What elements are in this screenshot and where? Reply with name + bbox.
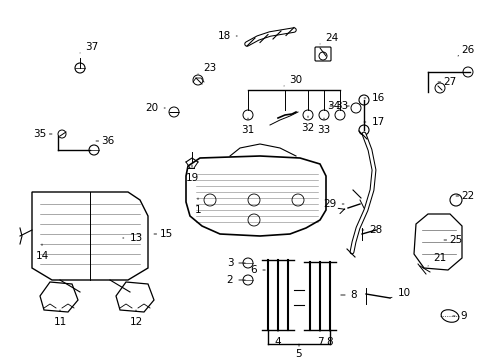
Text: 14: 14 bbox=[35, 244, 48, 261]
Text: 9: 9 bbox=[452, 311, 467, 321]
Text: 2: 2 bbox=[226, 275, 244, 285]
Text: 12: 12 bbox=[129, 310, 142, 327]
Text: 28: 28 bbox=[361, 225, 382, 235]
Text: 29: 29 bbox=[323, 199, 343, 209]
Text: 26: 26 bbox=[457, 45, 474, 56]
Text: 34: 34 bbox=[326, 101, 348, 111]
Text: 31: 31 bbox=[241, 118, 254, 135]
Text: 20: 20 bbox=[145, 103, 165, 113]
Text: 13: 13 bbox=[122, 233, 142, 243]
Text: 3: 3 bbox=[226, 258, 244, 268]
Text: 8: 8 bbox=[340, 290, 357, 300]
Text: 32: 32 bbox=[301, 116, 314, 133]
Text: 33: 33 bbox=[317, 118, 330, 135]
Text: 8: 8 bbox=[326, 330, 333, 347]
Text: 4: 4 bbox=[274, 330, 281, 347]
Text: 5: 5 bbox=[295, 344, 302, 359]
Text: 24: 24 bbox=[319, 33, 338, 44]
Text: 17: 17 bbox=[363, 117, 384, 127]
Text: 7: 7 bbox=[316, 330, 323, 347]
Text: 30: 30 bbox=[284, 75, 302, 86]
Text: 23: 23 bbox=[198, 63, 216, 74]
Text: 10: 10 bbox=[389, 288, 410, 298]
Text: 16: 16 bbox=[363, 93, 384, 103]
Text: 11: 11 bbox=[53, 310, 66, 327]
Text: 18: 18 bbox=[217, 31, 237, 41]
Text: 35: 35 bbox=[33, 129, 52, 139]
Text: 36: 36 bbox=[96, 136, 114, 146]
Text: 6: 6 bbox=[250, 265, 264, 275]
Text: 25: 25 bbox=[443, 235, 462, 245]
Text: 15: 15 bbox=[154, 229, 172, 239]
Text: 19: 19 bbox=[185, 165, 198, 183]
Text: 27: 27 bbox=[437, 77, 456, 87]
Text: 1: 1 bbox=[194, 198, 201, 215]
Text: 37: 37 bbox=[80, 42, 99, 53]
Text: 22: 22 bbox=[455, 191, 474, 201]
Text: 21: 21 bbox=[427, 253, 446, 266]
Text: 33: 33 bbox=[329, 101, 348, 111]
